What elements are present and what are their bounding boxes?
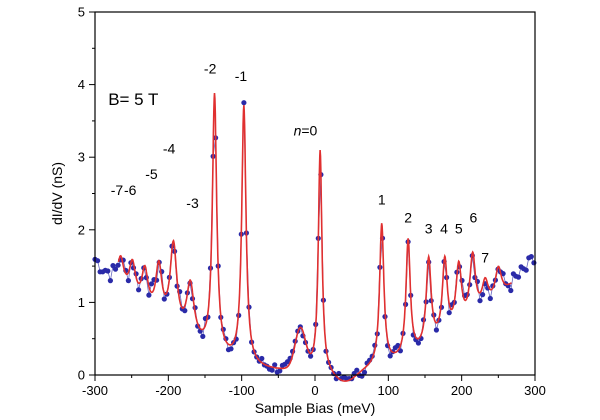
data-point [487,295,493,302]
data-point [308,353,314,359]
data-point [200,333,206,339]
x-tick-label: 200 [451,383,473,398]
field-annotation: B= 5 T [108,90,158,109]
x-tick-label: 0 [311,383,318,398]
data-point [136,287,142,293]
data-point [105,268,111,274]
data-point [161,296,167,302]
data-point [277,368,283,374]
peak-label: -1 [235,68,248,84]
x-axis-title: Sample Bias (meV) [255,400,376,416]
y-tick-label: 4 [78,77,85,92]
data-point [477,298,483,304]
peak-label: -2 [204,61,217,77]
peak-label: -4 [163,141,176,157]
data-point [112,266,119,272]
peak-label: -5 [145,166,158,182]
data-point [415,340,421,346]
data-point [387,353,393,359]
data-point [228,346,234,352]
x-tick-label: 300 [524,383,546,398]
y-tick-label: 3 [78,150,85,165]
peak-label: 3 [425,220,433,236]
data-point [241,100,247,106]
x-tick-label: -100 [229,383,255,398]
peak-label: 4 [440,220,448,236]
peak-label: -3 [186,195,199,211]
y-tick-label: 1 [78,295,85,310]
x-tick-label: -300 [82,383,108,398]
data-point [446,310,452,316]
data-point [125,278,131,284]
data-point [361,369,368,375]
peak-label: n=0 [294,122,318,138]
y-tick-label: 2 [78,222,85,237]
data-point [480,292,486,298]
peak-label: 5 [455,220,463,236]
y-tick-label: 0 [78,368,85,383]
peak-label: -6 [124,182,137,198]
data-point [146,292,152,298]
data-point [354,367,360,373]
data-point [528,254,534,260]
fit-curve [117,93,513,382]
peak-label: 2 [404,210,412,226]
data-point [515,274,522,280]
peak-label: 1 [378,191,386,207]
peak-label: -7 [111,182,124,198]
data-point [95,258,101,264]
data-point [523,267,529,273]
data-point [269,367,275,373]
data-point [115,262,121,268]
data-point [259,355,265,362]
data-point [272,362,278,368]
data-point [107,278,113,284]
data-point [433,327,439,333]
data-point [531,260,537,266]
data-point [182,308,188,314]
data-point [148,281,155,287]
y-tick-label: 5 [78,5,85,20]
y-axis-title: dI/dV (nS) [49,162,65,225]
x-tick-label: -200 [155,383,181,398]
peak-label: 7 [481,249,489,265]
data-point [508,287,514,294]
peak-label: 6 [470,210,478,226]
x-tick-label: 100 [377,383,399,398]
